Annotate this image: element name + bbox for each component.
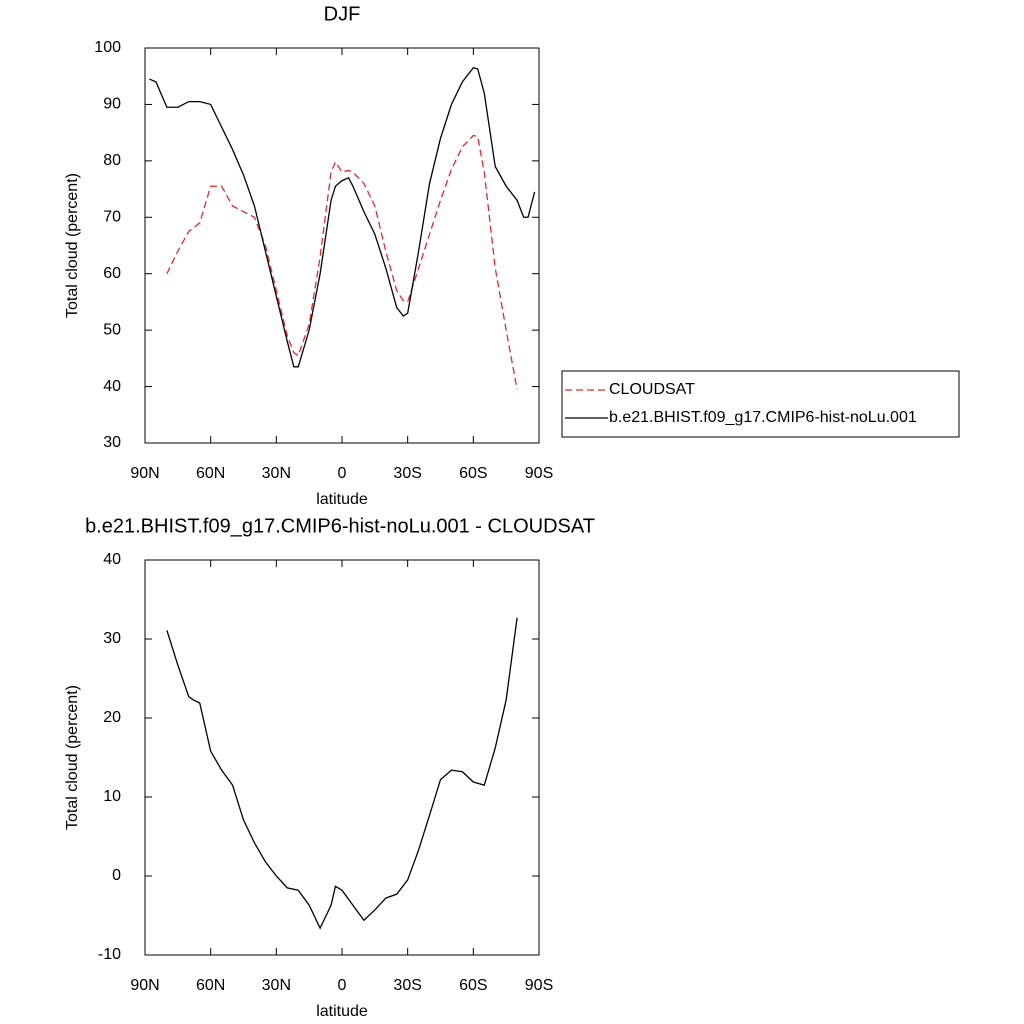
legend-label: CLOUDSAT bbox=[609, 381, 695, 398]
y-tick-label: 100 bbox=[94, 39, 121, 56]
x-tick-label: 60N bbox=[196, 977, 225, 994]
x-tick-label: 90S bbox=[525, 977, 553, 994]
y-tick-label: 30 bbox=[103, 630, 121, 647]
data-line bbox=[166, 617, 518, 930]
x-tick-label: 30N bbox=[262, 977, 291, 994]
x-tick-label: 0 bbox=[338, 465, 347, 482]
x-tick-label: 90N bbox=[130, 977, 159, 994]
chart-title: DJF bbox=[324, 3, 361, 25]
x-tick-label: 0 bbox=[338, 977, 347, 994]
data-line bbox=[166, 134, 518, 390]
y-tick-label: 60 bbox=[103, 265, 121, 282]
y-tick-label: 40 bbox=[103, 551, 121, 568]
y-tick-label: -10 bbox=[98, 946, 121, 963]
x-axis-label: latitude bbox=[316, 491, 368, 508]
y-tick-label: 10 bbox=[103, 788, 121, 805]
x-tick-label: 30N bbox=[262, 465, 291, 482]
x-tick-label: 60S bbox=[459, 465, 487, 482]
y-tick-label: 80 bbox=[103, 152, 121, 169]
y-tick-label: 0 bbox=[112, 867, 121, 884]
y-axis-label: Total cloud (percent) bbox=[64, 173, 81, 318]
y-tick-label: 90 bbox=[103, 96, 121, 113]
y-tick-label: 40 bbox=[103, 378, 121, 395]
x-tick-label: 60N bbox=[196, 465, 225, 482]
legend-label: b.e21.BHIST.f09_g17.CMIP6-hist-noLu.001 bbox=[609, 409, 917, 426]
chart-title: b.e21.BHIST.f09_g17.CMIP6-hist-noLu.001 … bbox=[85, 515, 595, 537]
x-tick-label: 90N bbox=[130, 465, 159, 482]
y-tick-label: 20 bbox=[103, 709, 121, 726]
x-tick-label: 30S bbox=[393, 977, 421, 994]
plot-frame bbox=[144, 559, 540, 956]
x-axis-label: latitude bbox=[316, 1003, 368, 1020]
y-tick-label: 30 bbox=[103, 434, 121, 451]
x-tick-label: 30S bbox=[393, 465, 421, 482]
x-tick-label: 90S bbox=[525, 465, 553, 482]
x-tick-label: 60S bbox=[459, 977, 487, 994]
plot-frame bbox=[144, 47, 540, 444]
legend-box bbox=[561, 370, 960, 438]
y-tick-label: 50 bbox=[103, 321, 121, 338]
data-line bbox=[149, 67, 536, 368]
y-tick-label: 70 bbox=[103, 209, 121, 226]
y-axis-label: Total cloud (percent) bbox=[64, 685, 81, 830]
